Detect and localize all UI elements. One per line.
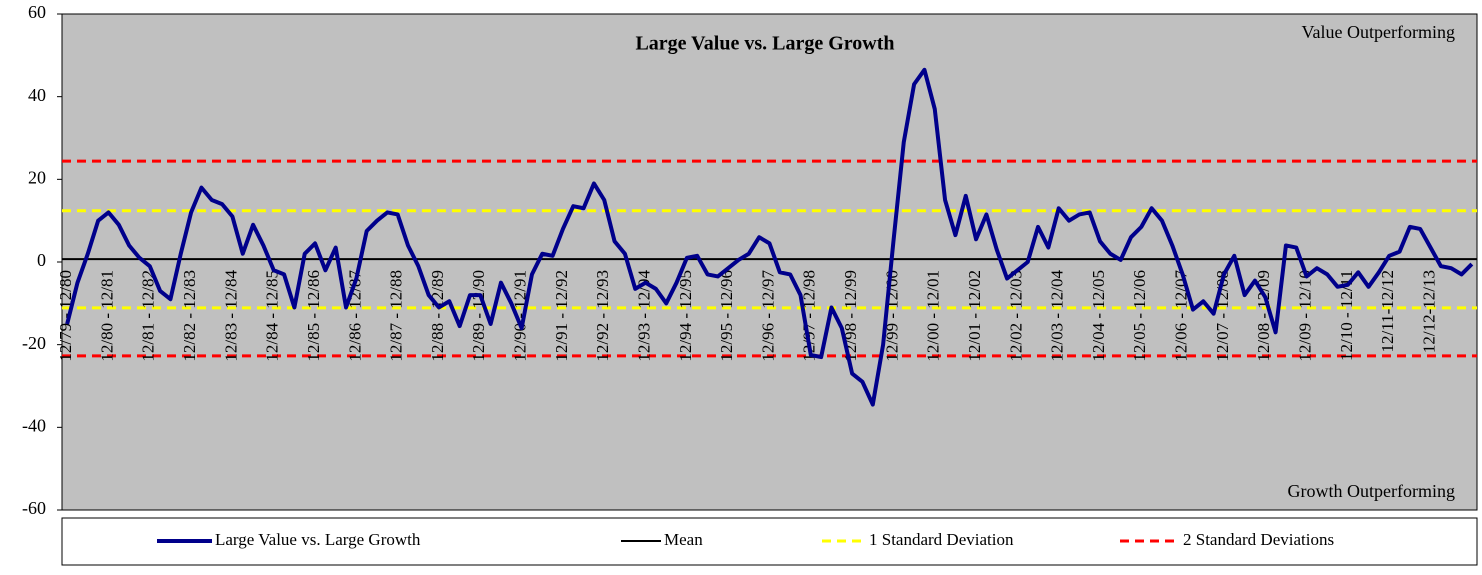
x-tick-label: 12/08 - 12/09 xyxy=(1254,270,1273,362)
x-tick-label: 12/84 - 12/85 xyxy=(263,270,282,362)
y-tick-label: 60 xyxy=(28,2,46,22)
x-tick-label: 12/94 - 12/95 xyxy=(676,270,695,362)
x-tick-label: 12/10 - 12/11 xyxy=(1337,270,1356,361)
legend-label: 1 Standard Deviation xyxy=(869,530,1014,549)
x-tick-label: 12/88 - 12/89 xyxy=(428,270,447,362)
x-tick-label: 12/01 - 12/02 xyxy=(965,270,984,362)
x-tick-label: 12/81 - 12/82 xyxy=(139,270,158,362)
x-tick-label: 12/11-12/12 xyxy=(1378,270,1397,352)
annotation: Value Outperforming xyxy=(1302,22,1455,42)
plot-area xyxy=(61,13,1478,511)
y-tick-label: 20 xyxy=(28,167,46,187)
x-tick-label: 12/89 - 12/90 xyxy=(469,270,488,362)
x-tick-label: 12/05 - 12/06 xyxy=(1130,270,1149,362)
x-tick-label: 12/02 - 12/03 xyxy=(1006,270,1025,362)
chart-title: Large Value vs. Large Growth xyxy=(635,33,894,55)
y-tick-label: -60 xyxy=(22,498,46,518)
x-tick-label: 12/98 - 12/99 xyxy=(841,270,860,362)
legend-label: Large Value vs. Large Growth xyxy=(215,530,421,549)
annotation: Growth Outperforming xyxy=(1288,481,1455,501)
x-tick-label: 12/80 - 12/81 xyxy=(97,270,116,362)
x-tick-label: 12/03 - 12/04 xyxy=(1048,270,1067,362)
y-tick-label: 0 xyxy=(37,250,46,270)
data-line xyxy=(65,67,1474,407)
legend-label: 2 Standard Deviations xyxy=(1183,530,1334,549)
x-tick-label: 12/09 - 12/10 xyxy=(1295,270,1314,362)
x-tick-label: 12/85 - 12/86 xyxy=(304,270,323,362)
x-tick-label: 12/06 - 12/07 xyxy=(1172,270,1191,362)
x-tick-label: 12/12-12/13 xyxy=(1419,270,1438,353)
legend-label: Mean xyxy=(664,530,703,549)
y-tick-label: 40 xyxy=(28,85,46,105)
x-tick-label: 12/90 - 12/91 xyxy=(511,270,530,362)
y-tick-label: -40 xyxy=(22,415,46,435)
x-tick-label: 12/97 - 12/98 xyxy=(800,270,819,362)
x-tick-label: 12/79 - 12/80 xyxy=(56,270,75,362)
legend xyxy=(61,517,1478,566)
x-tick-label: 12/82 - 12/83 xyxy=(180,270,199,362)
x-tick-label: 12/93 - 12/94 xyxy=(634,270,653,362)
x-tick-label: 12/87 - 12/88 xyxy=(387,270,406,362)
x-tick-label: 12/91 - 12/92 xyxy=(552,270,571,362)
x-tick-label: 12/83 - 12/84 xyxy=(221,270,240,362)
x-tick-label: 12/92 - 12/93 xyxy=(593,270,612,362)
x-tick-label: 12/96 - 12/97 xyxy=(758,270,777,362)
x-tick-label: 12/95 - 12/96 xyxy=(717,270,736,362)
y-tick-label: -20 xyxy=(22,333,46,353)
x-tick-label: 12/00 - 12/01 xyxy=(924,270,943,362)
x-tick-label: 12/04 - 12/05 xyxy=(1089,270,1108,362)
